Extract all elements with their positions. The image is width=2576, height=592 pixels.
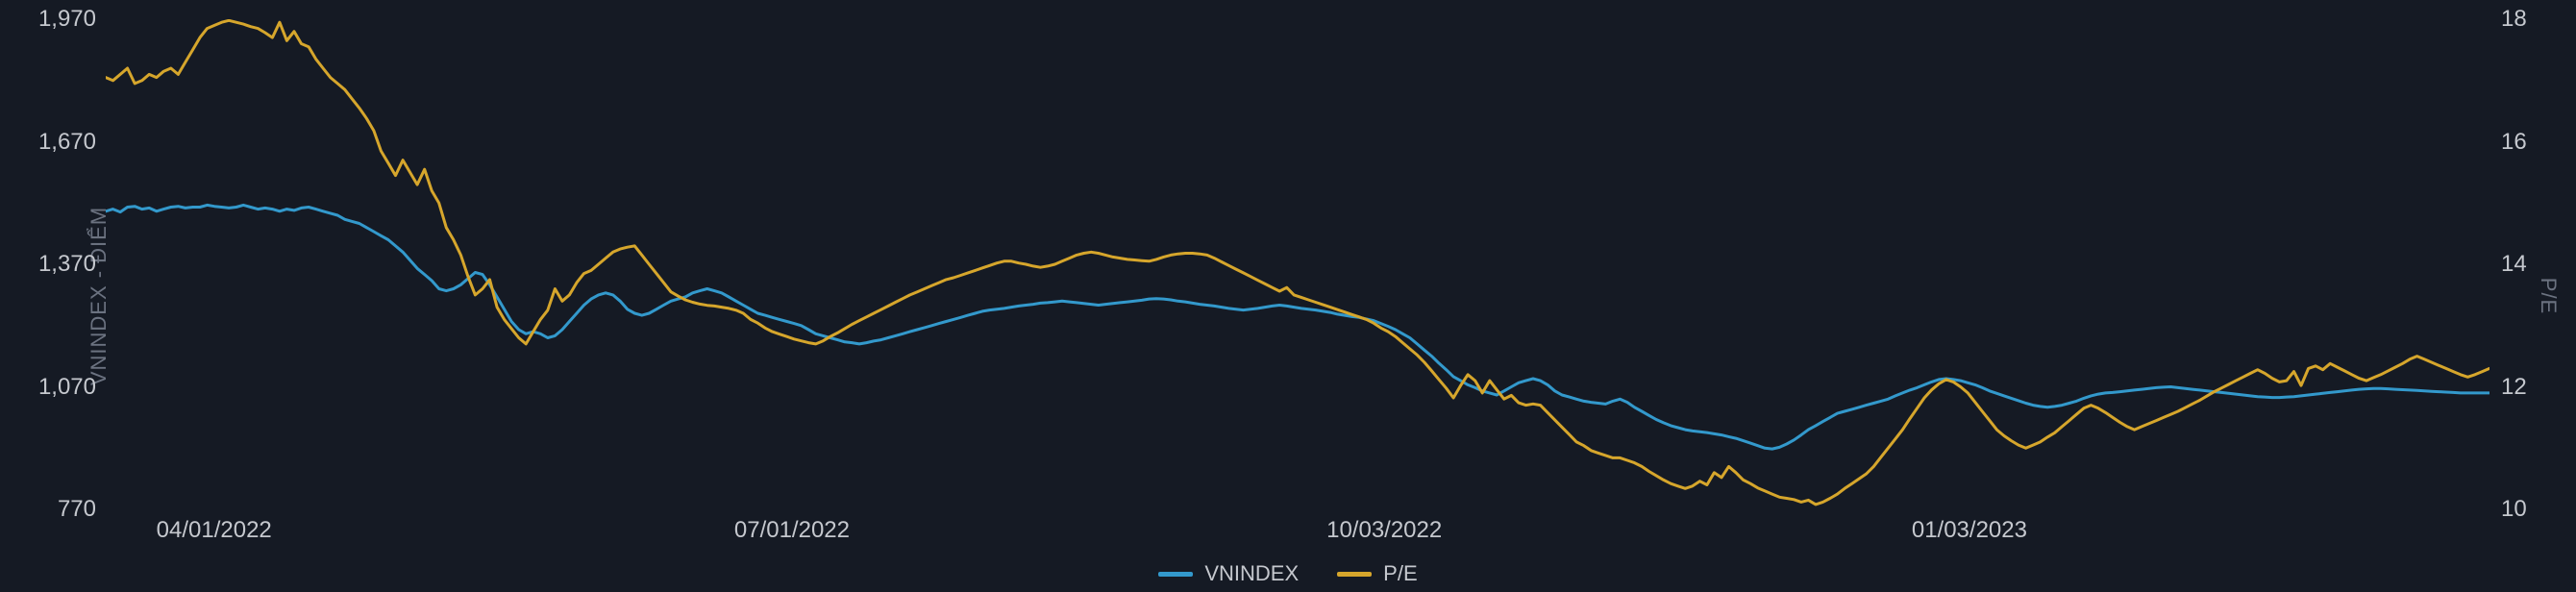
x-tick: 01/03/2023 <box>1912 517 2027 544</box>
y-right-tick: 10 <box>2501 496 2559 523</box>
legend-item-vnindex[interactable]: VNINDEX <box>1158 561 1299 586</box>
y-left-tick: 1,070 <box>10 374 96 401</box>
y-right-tick: 18 <box>2501 6 2559 33</box>
chart-plot-area <box>106 19 2489 509</box>
chart-legend: VNINDEX P/E <box>0 561 2576 586</box>
x-tick: 04/01/2022 <box>157 517 272 544</box>
y-axis-right-ticks: 1012141618 <box>2501 19 2568 509</box>
series-line-vnindex <box>106 205 2489 449</box>
y-left-tick: 1,670 <box>10 129 96 156</box>
x-tick: 07/01/2022 <box>734 517 850 544</box>
legend-swatch <box>1158 572 1193 577</box>
y-axis-left-ticks: 7701,0701,3701,6701,970 <box>0 19 96 509</box>
y-left-tick: 1,970 <box>10 6 96 33</box>
y-right-tick: 12 <box>2501 374 2559 401</box>
x-tick: 10/03/2022 <box>1326 517 1442 544</box>
x-axis-ticks: 04/01/2022 07/01/2022 10/03/2022 01/03/2023 <box>106 517 2489 555</box>
legend-label: VNINDEX <box>1204 561 1299 586</box>
chart-container: VNINDEX - ĐIỂM P/E 7701,0701,3701,6701,9… <box>0 0 2576 592</box>
legend-item-p-e[interactable]: P/E <box>1337 561 1417 586</box>
legend-label: P/E <box>1383 561 1417 586</box>
y-left-tick: 1,370 <box>10 251 96 278</box>
legend-swatch <box>1337 572 1372 577</box>
y-left-tick: 770 <box>10 496 96 523</box>
y-right-tick: 14 <box>2501 251 2559 278</box>
y-right-tick: 16 <box>2501 129 2559 156</box>
series-line-p-e <box>106 20 2489 505</box>
